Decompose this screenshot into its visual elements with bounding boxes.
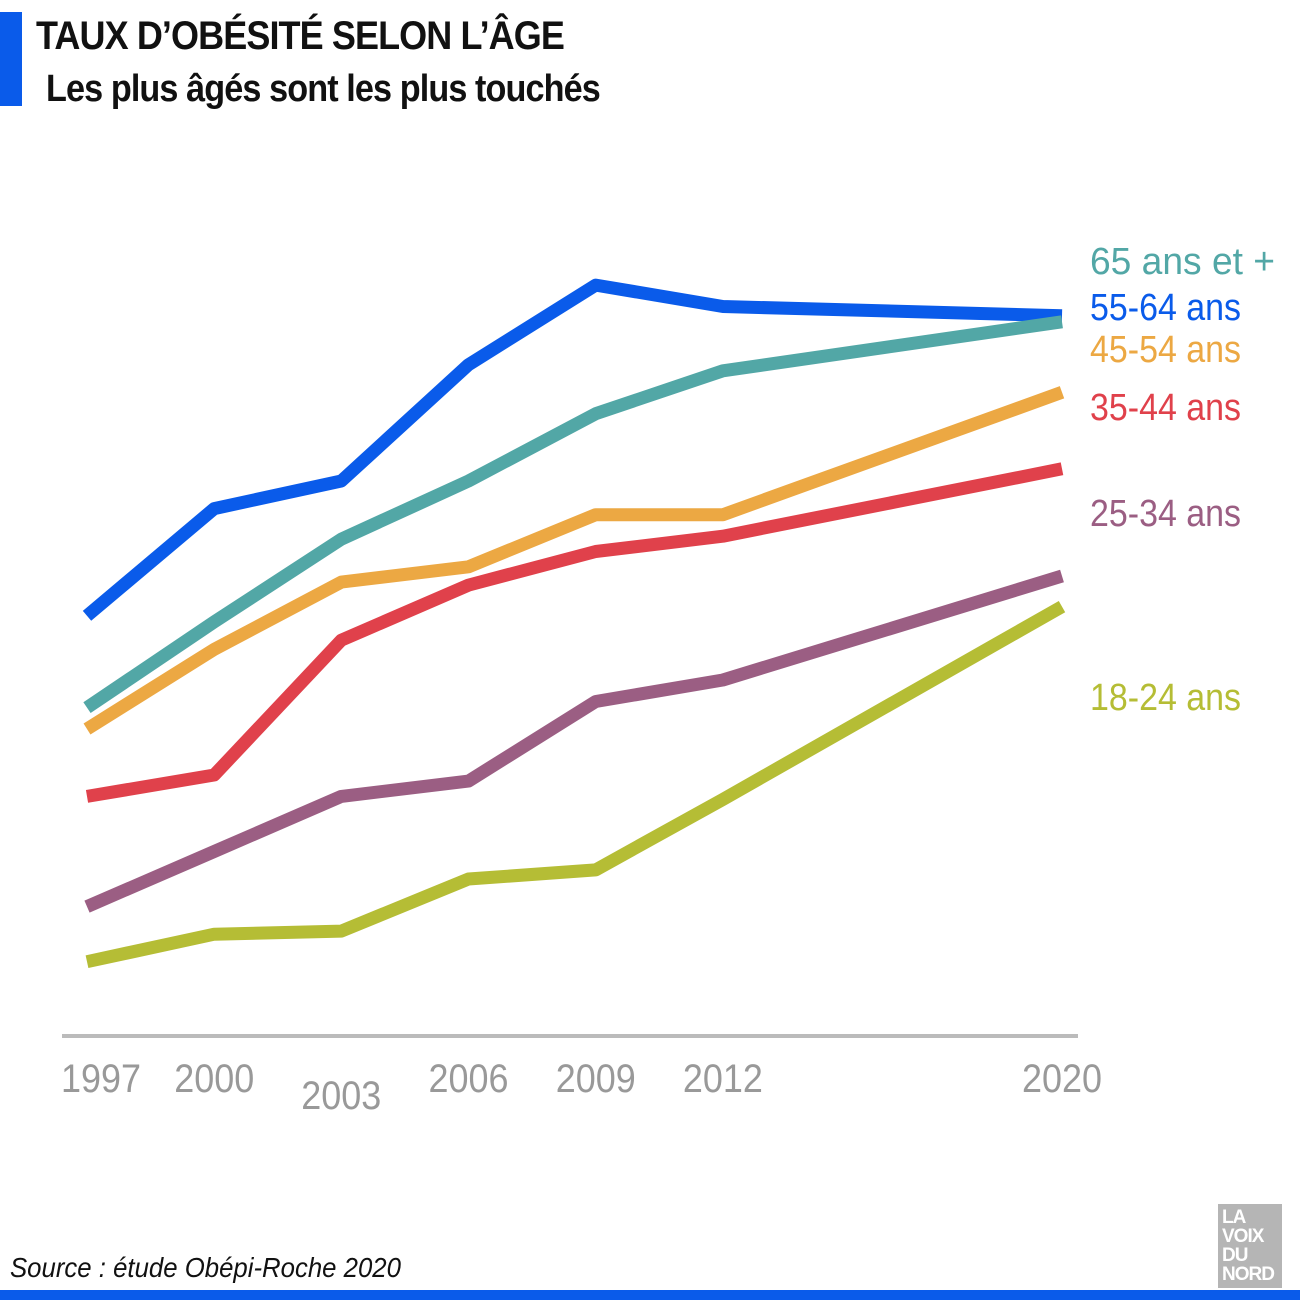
series-label: 25-34 ans <box>1090 493 1241 535</box>
la-voix-du-nord-logo: LA VOIX DU NORD <box>1218 1204 1282 1288</box>
title-accent-bar <box>0 12 22 106</box>
series-line-35-44-ans <box>85 462 1064 803</box>
x-tick-label: 2012 <box>683 1057 763 1101</box>
x-tick-layer: 1997 2000 2003 2006 2009 2012 2020 <box>61 1057 1102 1118</box>
logo-line: DU <box>1222 1245 1248 1266</box>
series-label: 65 ans et + <box>1090 241 1275 283</box>
series-line-25-34-ans <box>84 569 1064 913</box>
series-label: 18-24 ans <box>1090 677 1241 719</box>
series-label: 55-64 ans <box>1090 287 1241 329</box>
series-line-55-64-ans <box>82 278 1063 621</box>
x-tick-label: 2003 <box>301 1074 381 1118</box>
series-label: 35-44 ans <box>1090 387 1241 429</box>
logo-line: NORD <box>1222 1264 1275 1285</box>
chart-title: TAUX D’OBÉSITÉ SELON L’ÂGE <box>36 14 565 58</box>
x-tick-label: 2009 <box>556 1057 636 1101</box>
x-tick-label: 1997 <box>61 1057 141 1101</box>
logo-line: LA <box>1222 1207 1246 1228</box>
logo-line: VOIX <box>1222 1226 1264 1247</box>
source-note: Source : étude Obépi-Roche 2020 <box>10 1252 401 1283</box>
x-tick-label: 2020 <box>1022 1057 1102 1101</box>
series-line-65-ans-et <box>83 315 1063 713</box>
series-line-45-54-ans <box>83 386 1065 735</box>
series-layer <box>82 278 1066 969</box>
chart-subtitle: Les plus âgés sont les plus touchés <box>46 68 601 110</box>
bottom-accent-bar <box>0 1290 1300 1300</box>
x-tick-label: 2006 <box>429 1057 509 1101</box>
series-label: 45-54 ans <box>1090 329 1241 371</box>
x-tick-label: 2000 <box>174 1057 254 1101</box>
series-line-18-24-ans <box>85 600 1066 969</box>
